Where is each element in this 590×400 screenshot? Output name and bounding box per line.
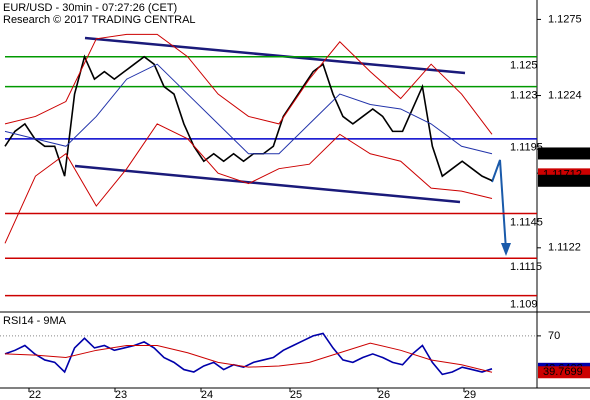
- series-line: [4, 33, 493, 135]
- trend-line: [74, 164, 461, 204]
- arrow-head: [501, 243, 511, 256]
- series-line: [4, 342, 493, 373]
- x-tick-label: 25: [290, 389, 302, 400]
- price-marker-label: 1.11669: [543, 175, 582, 187]
- price-marker: [538, 174, 590, 187]
- x-tick-label: 24: [201, 389, 213, 400]
- price-marker: [538, 147, 590, 160]
- price-marker-label: 39.7699: [543, 366, 583, 378]
- series-line: [4, 332, 493, 376]
- forecast-arrow: [491, 159, 507, 251]
- level-label: 1.123: [510, 89, 538, 101]
- level-label: 1.1195: [510, 142, 543, 154]
- x-tick-label: 29: [464, 389, 476, 400]
- panel-title: RSI14 - 9MA: [3, 315, 67, 327]
- price-marker-label: 1.11852: [543, 147, 582, 159]
- chart-subtitle: Research © 2017 TRADING CENTRAL: [3, 14, 196, 26]
- y-tick-label: 70: [548, 330, 560, 342]
- series-line: [4, 123, 493, 244]
- level-label: 1.1115: [510, 261, 542, 273]
- x-tick-label: 26: [378, 389, 390, 400]
- x-tick-label: 23: [115, 389, 127, 400]
- trend-line: [84, 36, 466, 75]
- y-tick-label: 1.1224: [548, 89, 582, 101]
- x-tick-label: 22: [29, 389, 41, 400]
- price-marker: [538, 366, 590, 379]
- level-label: 1.125: [510, 60, 538, 72]
- chart-title: EUR/USD - 30min - 07:27:26 (CET): [3, 2, 177, 14]
- series-line: [4, 63, 493, 155]
- y-tick-label: 1.1275: [548, 13, 582, 25]
- y-tick-label: 1.1122: [548, 242, 581, 254]
- level-label: 1.1145: [510, 216, 543, 228]
- level-label: 1.109: [510, 298, 538, 310]
